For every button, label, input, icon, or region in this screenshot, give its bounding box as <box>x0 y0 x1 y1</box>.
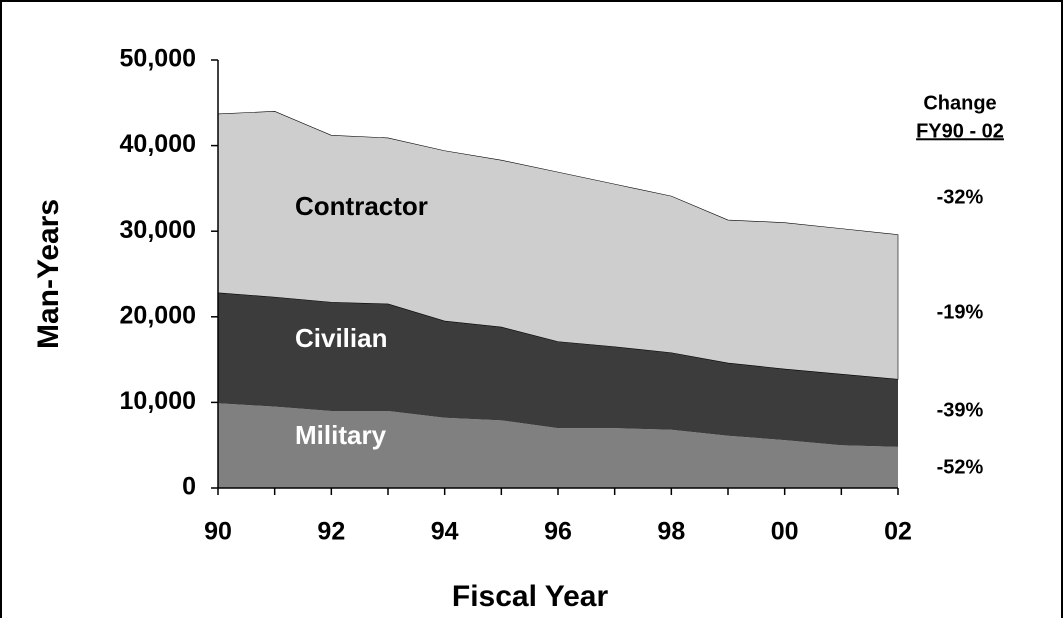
y-axis-title: Man-Years <box>32 199 65 349</box>
x-tick-label: 92 <box>317 518 345 546</box>
annotation: Change <box>923 92 996 114</box>
series-label: Contractor <box>295 191 428 221</box>
y-tick-label: 40,000 <box>120 130 196 158</box>
x-tick-label: 02 <box>884 518 912 546</box>
area <box>217 111 899 380</box>
x-tick-label: 94 <box>431 518 459 546</box>
x-tick-label: 96 <box>544 518 572 546</box>
y-tick-label: 30,000 <box>120 216 196 244</box>
annotation: -32% <box>937 186 984 208</box>
y-tick-label: 0 <box>182 473 196 501</box>
series-label: Civilian <box>295 323 387 353</box>
annotation: FY90 - 02 <box>916 120 1004 142</box>
annotation: -19% <box>937 301 984 323</box>
x-tick-label: 00 <box>771 518 799 546</box>
areas <box>217 111 899 488</box>
area <box>218 292 898 447</box>
area <box>218 403 898 488</box>
y-tick-label: 20,000 <box>120 301 196 329</box>
annotation: -52% <box>937 456 984 478</box>
y-tick-label: 10,000 <box>120 387 196 415</box>
x-tick-label: 98 <box>657 518 685 546</box>
x-axis-title: Fiscal Year <box>452 580 609 613</box>
axes <box>211 59 899 495</box>
annotation: -39% <box>937 399 984 421</box>
series-label: Military <box>295 420 387 450</box>
x-tick-label: 90 <box>204 518 232 546</box>
y-tick-label: 50,000 <box>120 45 196 73</box>
